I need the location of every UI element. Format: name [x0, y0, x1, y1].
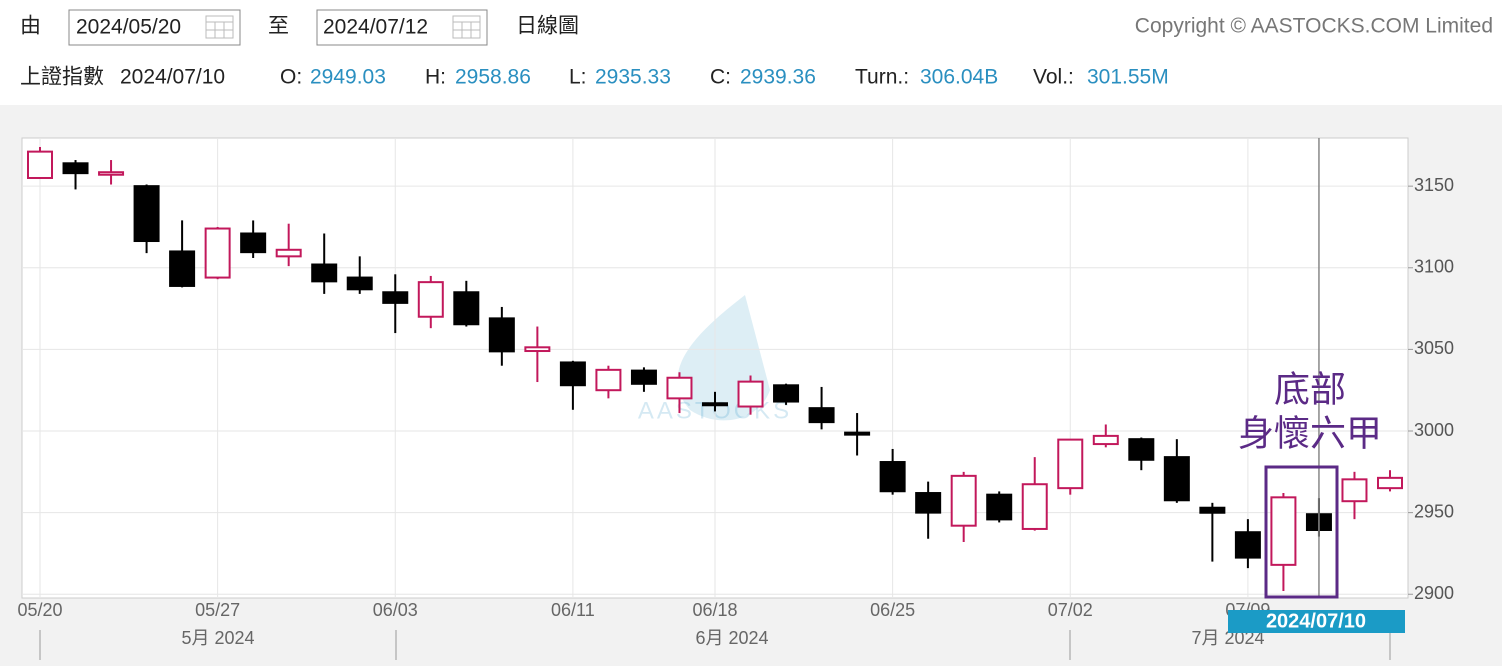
candle-body — [275, 248, 302, 258]
candle-body — [1021, 483, 1048, 530]
y-tick-label: 2950 — [1414, 501, 1454, 521]
x-tick-label: 05/27 — [195, 600, 240, 620]
candle-body — [879, 461, 906, 493]
candle-body — [240, 232, 267, 254]
y-tick-label: 3150 — [1414, 175, 1454, 195]
crosshair-label: 2024/07/10 — [1266, 610, 1366, 632]
candle-body — [737, 380, 764, 408]
open-value: 2949.03 — [310, 66, 386, 89]
close-value: 2939.36 — [740, 66, 816, 89]
volume-label: Vol.: — [1033, 66, 1074, 89]
candle-body — [1341, 478, 1368, 503]
high-label: H: — [425, 66, 446, 89]
y-tick-label: 2900 — [1414, 583, 1454, 603]
candle-body — [98, 171, 125, 176]
to-label: 至 — [268, 15, 289, 38]
index-name: 上證指數 — [20, 66, 104, 89]
candle-body — [844, 431, 871, 436]
candle-body — [630, 369, 657, 385]
chart-type[interactable]: 日線圖 — [516, 15, 579, 38]
x-tick-label: 06/11 — [551, 600, 595, 620]
close-label: C: — [710, 66, 731, 89]
copyright: Copyright © AASTOCKS.COM Limited — [1135, 15, 1493, 38]
volume-value: 301.55M — [1087, 66, 1169, 89]
candle-body — [62, 162, 89, 175]
candle-body — [1199, 506, 1226, 514]
candle-body — [133, 185, 160, 243]
annotation: 底部 — [1274, 369, 1346, 409]
candle-body — [488, 317, 515, 353]
candle-body — [559, 361, 586, 387]
candle-body — [204, 227, 231, 279]
y-tick-label: 3050 — [1414, 338, 1454, 358]
candle-body — [986, 493, 1013, 521]
candle-body — [666, 376, 693, 400]
candle-body — [773, 384, 800, 403]
candle-body — [1128, 438, 1155, 461]
calendar-icon[interactable] — [205, 15, 234, 39]
candle-body — [950, 474, 977, 527]
annotation: 身懷六甲 — [1238, 413, 1382, 453]
candle-body — [382, 291, 409, 304]
candle-body — [1092, 434, 1119, 446]
crosshair-label-box — [1228, 610, 1405, 633]
candle-body — [1163, 456, 1190, 502]
candle-body — [915, 492, 942, 514]
candle-body — [27, 150, 53, 179]
y-tick-label: 3100 — [1414, 257, 1454, 277]
candle-body — [702, 402, 728, 407]
from-label: 由 — [20, 15, 41, 38]
turnover-value: 306.04B — [920, 66, 998, 89]
open-label: O: — [280, 66, 302, 89]
candle-body — [1270, 496, 1297, 566]
candle-body — [169, 250, 196, 287]
x-tick-label: 06/03 — [373, 600, 418, 620]
candle-body — [524, 346, 551, 353]
month-label: 6月 2024 — [695, 628, 768, 648]
x-tick-label: 05/20 — [17, 600, 62, 620]
candle-body — [1234, 531, 1261, 559]
month-label: 5月 2024 — [181, 628, 254, 648]
low-label: L: — [569, 66, 587, 89]
watermark: AASTOCKS — [638, 397, 792, 424]
quote-date: 2024/07/10 — [120, 66, 225, 89]
candle-body — [808, 407, 835, 424]
candle-body — [1377, 476, 1403, 490]
to-date[interactable]: 2024/07/12 — [323, 16, 428, 39]
candle-body — [1057, 438, 1084, 490]
candle-body — [311, 263, 338, 283]
candle-body — [417, 281, 444, 318]
from-date[interactable]: 2024/05/20 — [76, 16, 181, 39]
calendar-icon[interactable] — [452, 15, 481, 39]
low-value: 2935.33 — [595, 66, 671, 89]
x-tick-label: 06/18 — [692, 600, 737, 620]
annotation-box — [1264, 465, 1339, 599]
high-value: 2958.86 — [455, 66, 531, 89]
candle-body — [453, 291, 480, 326]
candle-body — [595, 368, 622, 392]
x-tick-label: 06/25 — [870, 600, 915, 620]
y-tick-label: 3000 — [1414, 420, 1454, 440]
candle-body — [346, 276, 373, 291]
turnover-label: Turn.: — [855, 66, 909, 89]
x-tick-label: 07/02 — [1048, 600, 1093, 620]
